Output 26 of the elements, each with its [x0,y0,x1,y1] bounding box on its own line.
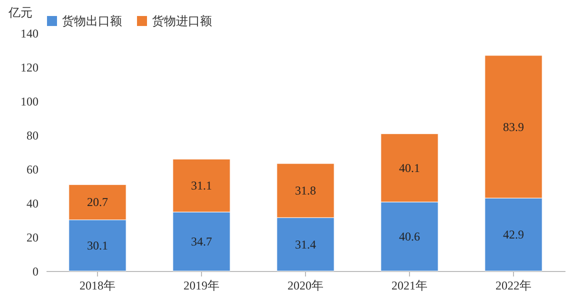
x-tick-label: 2020年 [288,278,324,292]
y-tick-label: 40 [26,196,38,210]
data-label: 40.1 [399,160,420,175]
data-label: 83.9 [503,120,524,134]
y-tick-label: 60 [26,162,38,176]
data-label: 34.7 [190,234,212,249]
y-tick-label: 0 [32,264,38,278]
y-tick-label: 80 [26,128,38,142]
data-label: 20.7 [86,195,108,210]
data-label: 31.1 [190,178,212,193]
y-axis-title: 亿元 [8,6,32,20]
y-tick-label: 100 [20,94,38,108]
data-label: 42.9 [503,228,524,242]
x-tick-label: 2021年 [392,278,428,292]
x-tick-label: 2019年 [183,278,220,292]
data-label: 30.1 [86,238,108,252]
y-tick-label: 120 [20,60,38,74]
y-tick-label: 140 [20,26,38,40]
legend-label: 货物出口额 [62,14,122,28]
x-tick-label: 2022年 [496,278,532,292]
legend-label: 货物进口额 [152,14,212,28]
data-label: 31.8 [295,184,316,198]
x-tick-label: 2018年 [79,278,116,292]
y-tick-label: 20 [26,230,38,244]
data-label: 40.6 [399,229,420,244]
data-label: 31.4 [295,237,316,252]
